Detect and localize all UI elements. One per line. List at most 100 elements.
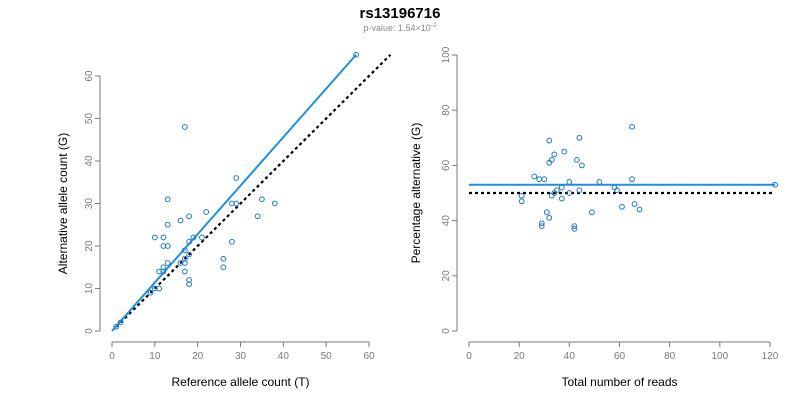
right-data-point bbox=[611, 184, 618, 191]
right-y-tick-label: 100 bbox=[441, 46, 452, 63]
right-data-point bbox=[518, 198, 525, 205]
right-data-point bbox=[576, 134, 583, 141]
right-data-point bbox=[538, 220, 545, 227]
left-data-point bbox=[259, 196, 265, 203]
right-data-point bbox=[546, 159, 553, 166]
right-data-point bbox=[571, 225, 578, 232]
subtitle-exponent: -2 bbox=[431, 22, 437, 29]
chart-title: rs13196716 bbox=[360, 5, 441, 22]
left-data-point bbox=[181, 247, 188, 254]
left-data-point bbox=[147, 289, 154, 296]
left-y-tick-label: 20 bbox=[84, 240, 95, 252]
left-x-tick-label: 60 bbox=[363, 351, 375, 362]
right-data-point bbox=[543, 209, 550, 216]
left-data-point bbox=[220, 264, 227, 271]
right-data-point bbox=[589, 209, 595, 216]
left-data-point bbox=[181, 124, 188, 130]
right-data-point bbox=[546, 214, 553, 221]
right-data-point bbox=[541, 176, 548, 183]
right-data-point bbox=[561, 148, 568, 155]
left-y-tick-label: 30 bbox=[84, 198, 95, 210]
left-data-point bbox=[181, 255, 188, 262]
left-data-point bbox=[113, 323, 120, 330]
left-fit-line bbox=[111, 54, 357, 332]
left-scatter-plot: 0 10 20 30 40 50 60 0 10 20 30 40 50 60 Reference alle… bbox=[56, 51, 392, 389]
left-data-point bbox=[229, 200, 235, 207]
left-reference-line bbox=[115, 53, 392, 328]
left-data-point bbox=[233, 175, 240, 181]
left-y-tick-label: 50 bbox=[84, 113, 95, 125]
left-y-tick-label: 10 bbox=[84, 283, 95, 295]
right-y-tick-label: 20 bbox=[441, 270, 452, 282]
right-y-tick-label: 60 bbox=[441, 159, 452, 171]
right-data-point bbox=[619, 203, 625, 210]
right-data-point bbox=[629, 123, 635, 130]
left-data-point bbox=[186, 251, 193, 258]
left-data-point bbox=[156, 268, 163, 275]
right-x-tick-label: 0 bbox=[466, 351, 472, 362]
right-data-point bbox=[636, 206, 643, 213]
left-data-point bbox=[220, 255, 227, 262]
right-y-tick-label: 40 bbox=[441, 215, 452, 227]
right-x-tick-label: 40 bbox=[564, 351, 576, 362]
right-data-point bbox=[548, 192, 555, 199]
left-y-axis-title: Alternative allele count (G) bbox=[56, 133, 70, 274]
left-data-point bbox=[156, 285, 163, 292]
right-data-point bbox=[558, 184, 565, 191]
left-data-point bbox=[199, 234, 205, 241]
left-data-point bbox=[164, 243, 171, 249]
left-data-point bbox=[160, 268, 167, 275]
chart-subtitle: p-value: 1.54×10-2 bbox=[363, 22, 436, 33]
left-x-tick-label: 30 bbox=[235, 351, 247, 362]
right-data-point bbox=[546, 137, 553, 144]
left-x-tick-label: 20 bbox=[192, 351, 204, 362]
right-x-tick-label: 120 bbox=[762, 351, 779, 362]
right-x-tick-label: 100 bbox=[711, 351, 728, 362]
left-x-tick-label: 50 bbox=[321, 351, 333, 362]
left-x-axis-title: Reference allele count (T) bbox=[171, 375, 309, 389]
right-y-tick-label: 80 bbox=[441, 104, 452, 116]
left-x-tick-label: 10 bbox=[149, 351, 161, 362]
right-data-point bbox=[538, 223, 545, 230]
right-x-axis-title: Total number of reads bbox=[561, 375, 677, 389]
right-x-tick-label: 60 bbox=[614, 351, 626, 362]
left-data-point bbox=[233, 200, 240, 207]
left-data-point bbox=[271, 200, 278, 207]
left-data-point bbox=[186, 277, 193, 283]
left-data-point bbox=[353, 51, 360, 58]
right-y-tick-label: 0 bbox=[441, 328, 452, 334]
right-data-point bbox=[578, 162, 585, 169]
left-x-tick-label: 40 bbox=[278, 351, 290, 362]
left-data-point bbox=[177, 217, 184, 224]
right-data-point bbox=[573, 156, 580, 163]
left-data-point bbox=[164, 196, 171, 203]
left-data-point bbox=[254, 213, 261, 220]
right-x-tick-label: 80 bbox=[664, 351, 676, 362]
right-data-point bbox=[571, 223, 578, 230]
subtitle-prefix: p-value: 1.54×10 bbox=[363, 23, 430, 33]
left-data-point bbox=[181, 268, 188, 275]
left-data-point bbox=[229, 238, 235, 245]
right-data-point bbox=[536, 176, 543, 183]
left-data-point bbox=[160, 234, 167, 241]
left-data-point bbox=[151, 285, 158, 292]
right-data-point bbox=[772, 181, 778, 188]
left-data-point bbox=[160, 243, 167, 249]
left-data-point bbox=[186, 281, 193, 288]
right-data-point bbox=[566, 179, 573, 185]
right-data-point bbox=[531, 173, 538, 180]
right-data-point bbox=[596, 179, 603, 185]
left-y-tick-label: 60 bbox=[84, 70, 95, 82]
left-y-tick-label: 40 bbox=[84, 155, 95, 167]
left-data-point bbox=[186, 238, 193, 245]
right-data-point bbox=[576, 187, 583, 194]
left-y-tick-label: 0 bbox=[84, 328, 95, 334]
left-x-tick-label: 0 bbox=[109, 351, 115, 362]
left-data-point bbox=[190, 234, 197, 241]
left-data-point bbox=[186, 213, 193, 220]
right-scatter-plot: 0 20 40 60 80 100 120 0 20 40 60 80 100 Total number … bbox=[409, 46, 779, 389]
right-y-axis-title: Percentage alternative (G) bbox=[409, 123, 423, 264]
left-data-point bbox=[164, 221, 171, 228]
